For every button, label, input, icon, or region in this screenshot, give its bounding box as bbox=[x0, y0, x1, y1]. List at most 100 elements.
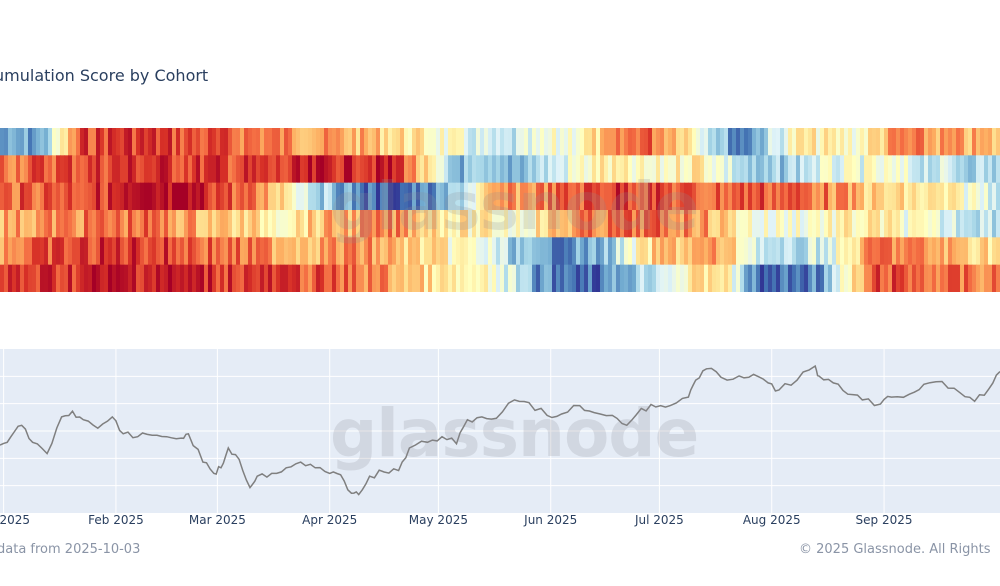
heatmap-cell bbox=[608, 155, 613, 184]
heatmap-cell bbox=[912, 182, 917, 211]
heatmap-cell bbox=[988, 237, 993, 266]
heatmap-cell bbox=[572, 210, 577, 238]
heatmap-cell bbox=[940, 237, 945, 266]
heatmap-cell bbox=[456, 128, 461, 156]
price-line bbox=[0, 364, 1000, 496]
heatmap-cell bbox=[828, 264, 833, 293]
heatmap-cell bbox=[80, 264, 85, 293]
heatmap-cell bbox=[632, 210, 637, 238]
heatmap-cell bbox=[684, 210, 689, 238]
heatmap-cell bbox=[240, 237, 245, 266]
heatmap-cell bbox=[588, 155, 593, 184]
heatmap-cell bbox=[552, 155, 557, 184]
heatmap-cell bbox=[12, 182, 17, 211]
heatmap-cell bbox=[524, 210, 529, 238]
heatmap-cell bbox=[476, 237, 481, 266]
heatmap-cell bbox=[520, 182, 525, 211]
heatmap-cell bbox=[688, 210, 693, 238]
heatmap-svg bbox=[0, 128, 1000, 293]
heatmap-cell bbox=[648, 264, 653, 293]
heatmap-cell bbox=[612, 237, 617, 266]
heatmap-cell bbox=[884, 237, 889, 266]
heatmap-cell bbox=[196, 128, 201, 156]
copyright-note: © 2025 Glassnode. All Rights bbox=[799, 542, 991, 557]
heatmap-cell bbox=[860, 264, 865, 293]
heatmap-cell bbox=[592, 264, 597, 293]
heatmap-cell bbox=[300, 128, 305, 156]
heatmap-cell bbox=[500, 155, 505, 184]
heatmap-cell bbox=[152, 210, 157, 238]
heatmap-row-4 bbox=[0, 210, 1000, 238]
heatmap-cell bbox=[384, 182, 389, 211]
heatmap-cell bbox=[748, 264, 753, 293]
heatmap-cell bbox=[952, 210, 957, 238]
heatmap-cell bbox=[608, 182, 613, 211]
heatmap-cell bbox=[592, 155, 597, 184]
chart-title: umulation Score by Cohort bbox=[0, 66, 209, 85]
heatmap-cell bbox=[928, 155, 933, 184]
heatmap-cell bbox=[564, 237, 569, 266]
heatmap-cell bbox=[100, 210, 105, 238]
heatmap-cell bbox=[644, 182, 649, 211]
heatmap-cell bbox=[588, 182, 593, 211]
heatmap-cell bbox=[68, 182, 73, 211]
heatmap-cell bbox=[12, 237, 17, 266]
heatmap-cell bbox=[580, 128, 585, 156]
heatmap-cell bbox=[80, 237, 85, 266]
heatmap-cell bbox=[620, 128, 625, 156]
heatmap-cell bbox=[572, 264, 577, 293]
heatmap-cell bbox=[948, 210, 953, 238]
heatmap-cell bbox=[300, 210, 305, 238]
heatmap-cell bbox=[420, 182, 425, 211]
heatmap-cell bbox=[60, 264, 65, 293]
heatmap-cell bbox=[320, 210, 325, 238]
heatmap-cell bbox=[76, 128, 81, 156]
heatmap-cell bbox=[620, 237, 625, 266]
heatmap-cell bbox=[824, 210, 829, 238]
heatmap-cell bbox=[540, 210, 545, 238]
heatmap-cell bbox=[424, 155, 429, 184]
heatmap-cell bbox=[768, 210, 773, 238]
heatmap-cell bbox=[548, 237, 553, 266]
heatmap-cell bbox=[900, 128, 905, 156]
heatmap-cell bbox=[324, 182, 329, 211]
heatmap-cell bbox=[160, 210, 165, 238]
heatmap-cell bbox=[644, 237, 649, 266]
heatmap-cell bbox=[384, 128, 389, 156]
heatmap-cell bbox=[408, 155, 413, 184]
heatmap-cell bbox=[36, 237, 41, 266]
heatmap-cell bbox=[484, 210, 489, 238]
heatmap-cell bbox=[268, 182, 273, 211]
heatmap-cell bbox=[712, 128, 717, 156]
heatmap-cell bbox=[192, 210, 197, 238]
heatmap-cell bbox=[876, 210, 881, 238]
heatmap-cell bbox=[112, 128, 117, 156]
heatmap-cell bbox=[644, 155, 649, 184]
heatmap-cell bbox=[940, 210, 945, 238]
heatmap-cell bbox=[284, 155, 289, 184]
heatmap-cell bbox=[504, 128, 509, 156]
heatmap-cell bbox=[660, 264, 665, 293]
heatmap-cell bbox=[236, 182, 241, 211]
heatmap-cell bbox=[332, 237, 337, 266]
heatmap-cell bbox=[980, 210, 985, 238]
heatmap-cell bbox=[48, 237, 53, 266]
heatmap-cell bbox=[932, 128, 937, 156]
heatmap-cell bbox=[580, 237, 585, 266]
heatmap-cell bbox=[592, 237, 597, 266]
heatmap-cell bbox=[388, 155, 393, 184]
heatmap-cell bbox=[612, 155, 617, 184]
heatmap-cell bbox=[720, 264, 725, 293]
heatmap-cell bbox=[128, 210, 133, 238]
heatmap-cell bbox=[116, 264, 121, 293]
price-plot-area bbox=[0, 349, 1000, 513]
heatmap-cell bbox=[732, 182, 737, 211]
heatmap-cell bbox=[856, 264, 861, 293]
heatmap-cell bbox=[432, 128, 437, 156]
heatmap-cell bbox=[720, 128, 725, 156]
heatmap-cell bbox=[184, 237, 189, 266]
heatmap-cell bbox=[588, 210, 593, 238]
heatmap-cell bbox=[144, 264, 149, 293]
heatmap-cell bbox=[728, 237, 733, 266]
heatmap-cell bbox=[952, 155, 957, 184]
